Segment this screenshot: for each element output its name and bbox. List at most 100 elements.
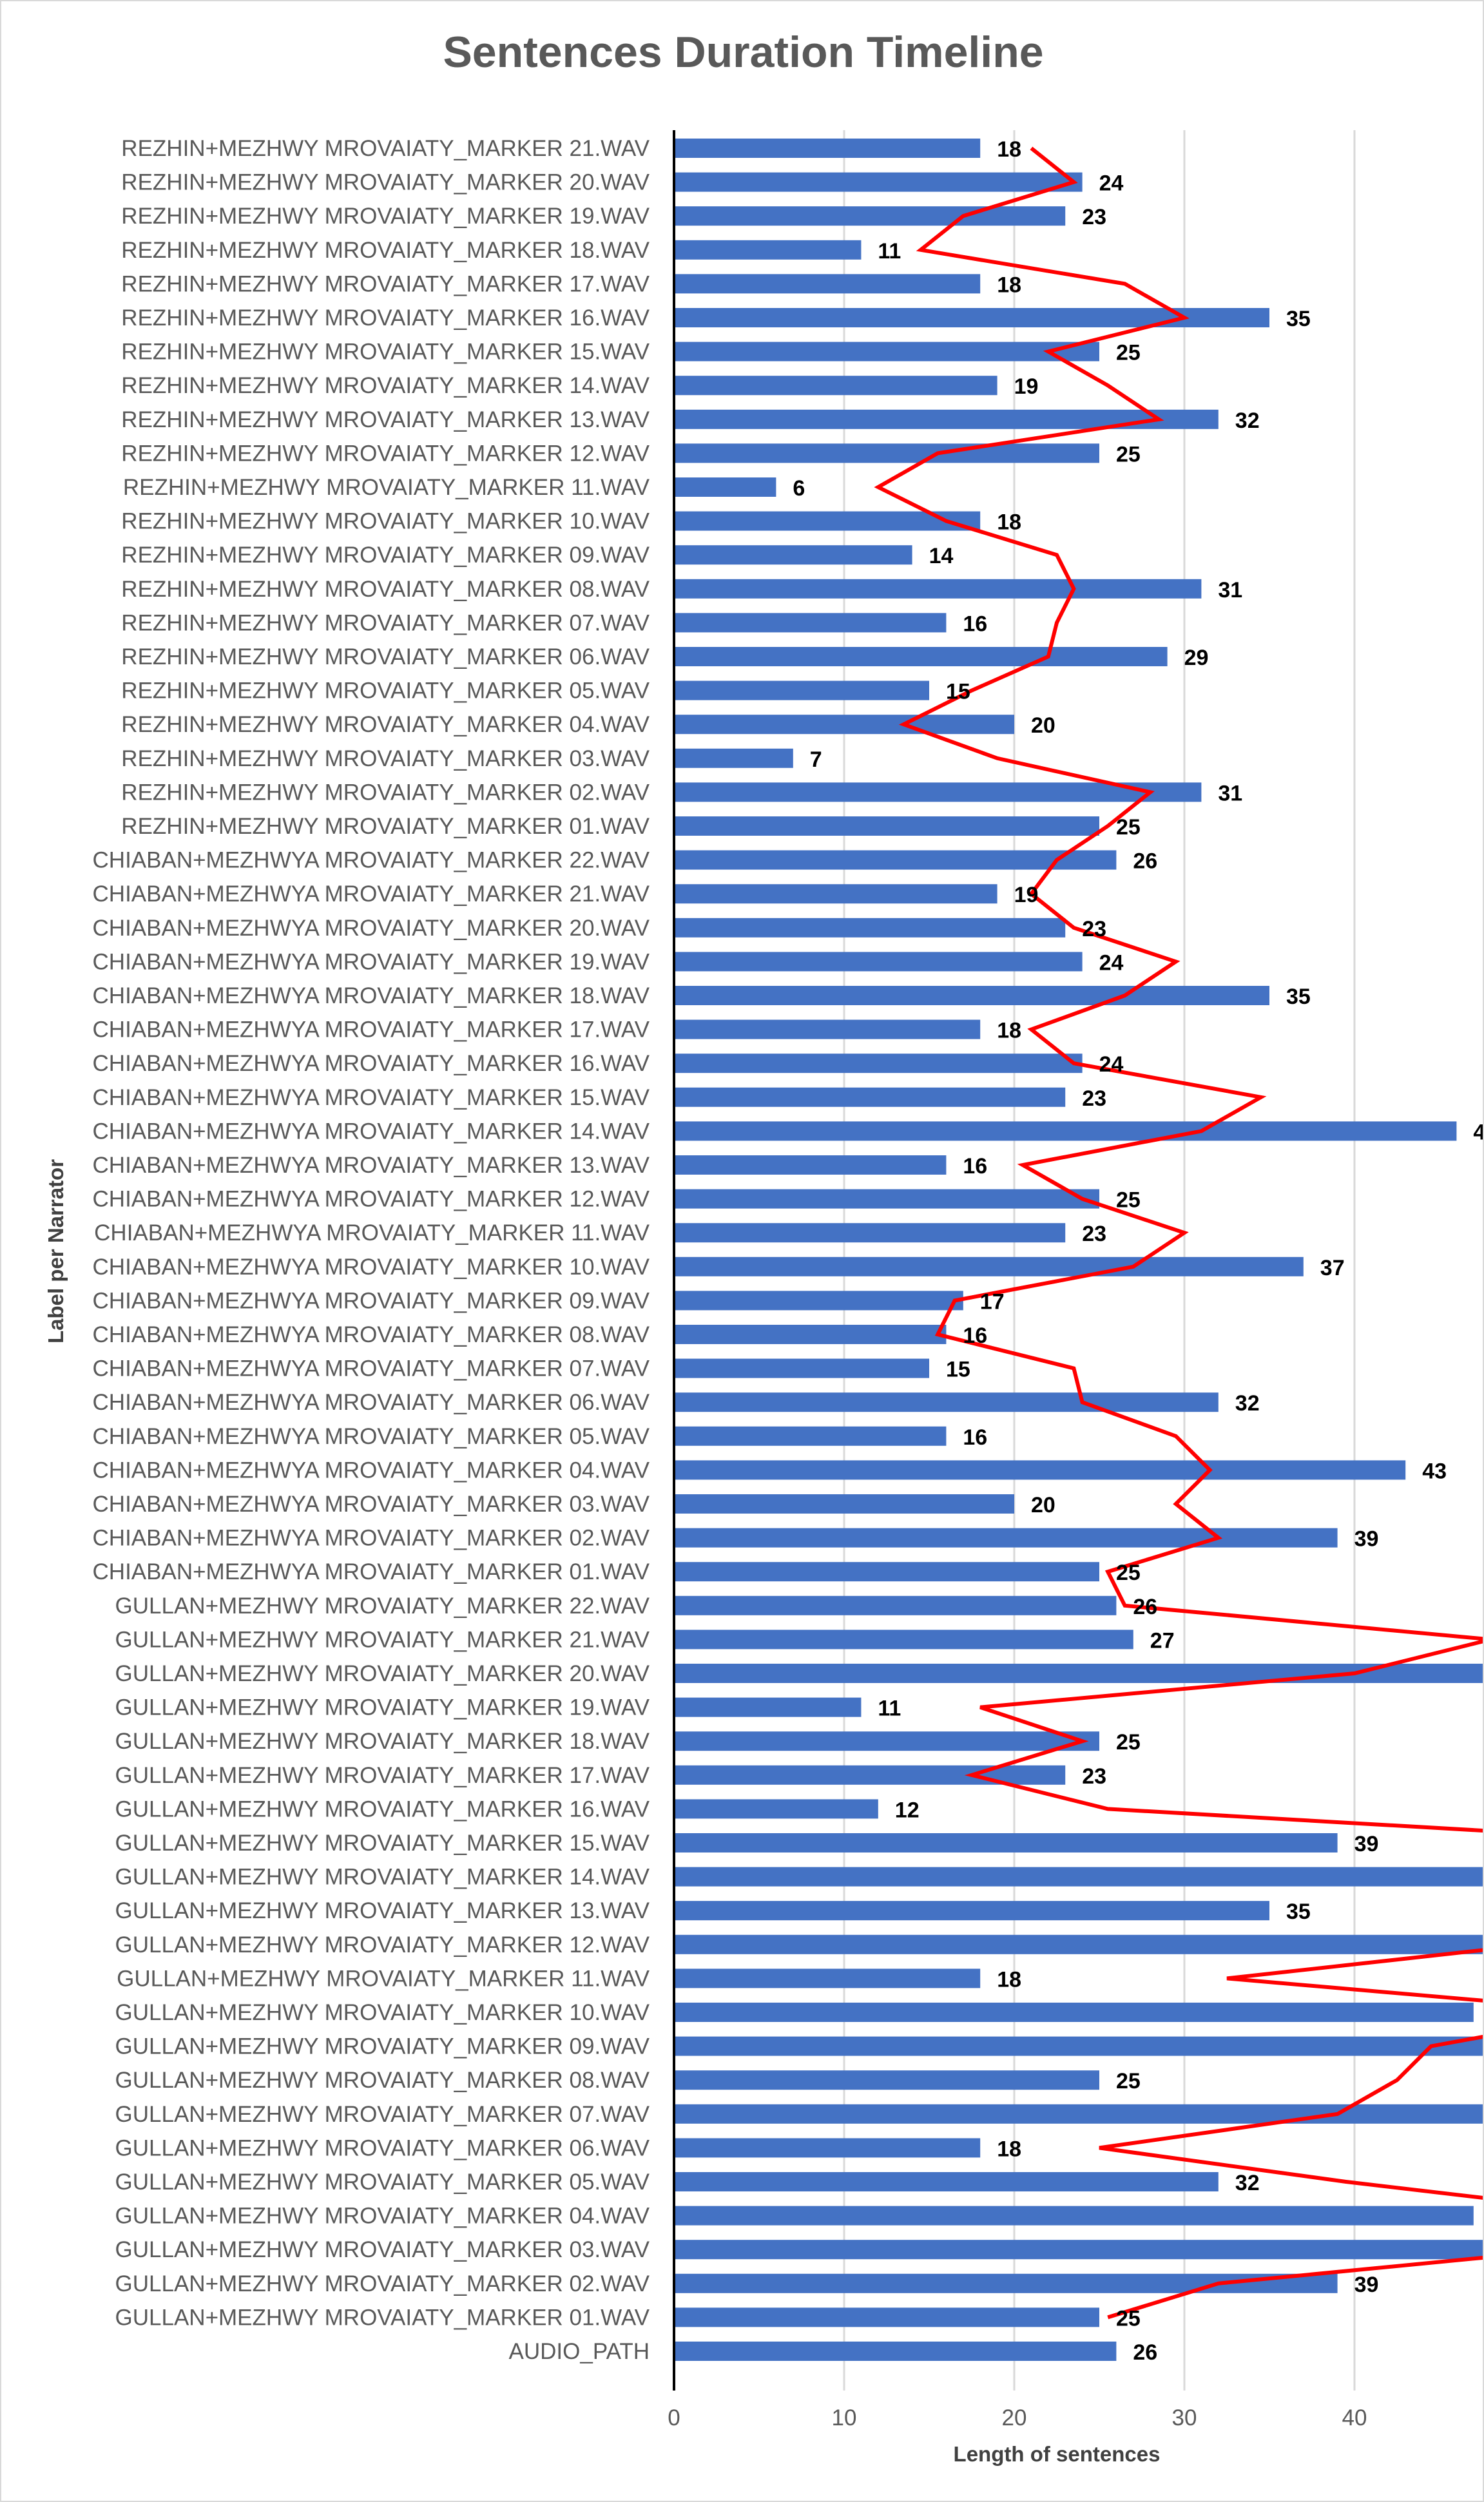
- data-label: 18: [997, 510, 1021, 535]
- data-label: 29: [1184, 646, 1209, 670]
- data-label: 39: [1354, 2273, 1379, 2297]
- category-label: REZHIN+MEZHWY MROVAIATY_MARKER 12.WAV: [121, 441, 650, 466]
- category-label: REZHIN+MEZHWY MROVAIATY_MARKER 15.WAV: [121, 340, 650, 365]
- data-labels: 18 24 23 11 18 35 25 19 32 25 6 18 14 31 16 29 15 20 7 31 25…: [793, 137, 1483, 2365]
- data-label: 20: [1031, 1493, 1055, 1517]
- category-label: GULLAN+MEZHWY MROVAIATY_MARKER 16.WAV: [115, 1796, 650, 1822]
- bar: [674, 1731, 1099, 1751]
- bar: [674, 952, 1083, 972]
- data-label: 26: [1133, 2340, 1157, 2365]
- category-label: GULLAN+MEZHWY MROVAIATY_MARKER 08.WAV: [115, 2068, 650, 2093]
- category-label: GULLAN+MEZHWY MROVAIATY_MARKER 17.WAV: [115, 1763, 650, 1788]
- bar: [674, 2307, 1099, 2327]
- bar: [674, 1019, 981, 1039]
- category-label: CHIABAN+MEZHWYA MROVAIATY_MARKER 09.WAV: [93, 1288, 650, 1313]
- bar: [674, 1867, 1483, 1887]
- category-label: CHIABAN+MEZHWYA MROVAIATY_MARKER 08.WAV: [93, 1322, 650, 1347]
- data-label: 12: [895, 1798, 920, 1822]
- bar: [674, 1968, 981, 1988]
- category-label: GULLAN+MEZHWY MROVAIATY_MARKER 05.WAV: [115, 2170, 650, 2195]
- data-label: 20: [1031, 713, 1055, 738]
- category-label: GULLAN+MEZHWY MROVAIATY_MARKER 15.WAV: [115, 1831, 650, 1856]
- bar: [674, 342, 1099, 361]
- bar: [674, 1223, 1066, 1243]
- data-label: 25: [1116, 1730, 1141, 1755]
- category-label: CHIABAN+MEZHWYA MROVAIATY_MARKER 11.WAV: [94, 1220, 650, 1246]
- bar: [674, 1054, 1083, 1073]
- data-label: 35: [1286, 1900, 1311, 1924]
- bar: [674, 1460, 1406, 1480]
- category-label: GULLAN+MEZHWY MROVAIATY_MARKER 03.WAV: [115, 2237, 650, 2262]
- category-label: GULLAN+MEZHWY MROVAIATY_MARKER 22.WAV: [115, 1593, 650, 1619]
- x-tick-label: 10: [832, 2405, 857, 2430]
- data-label: 25: [1116, 2306, 1141, 2331]
- category-label: GULLAN+MEZHWY MROVAIATY_MARKER 12.WAV: [115, 1932, 650, 1958]
- bar: [674, 1325, 947, 1344]
- bar: [674, 172, 1083, 192]
- bar: [674, 1799, 878, 1819]
- category-label: CHIABAN+MEZHWYA MROVAIATY_MARKER 21.WAV: [93, 881, 650, 907]
- data-label: 43: [1422, 1459, 1447, 1483]
- data-label: 31: [1218, 578, 1242, 602]
- data-label: 25: [1116, 815, 1141, 840]
- bar: [674, 613, 947, 633]
- data-label: 32: [1235, 1391, 1260, 1416]
- data-label: 15: [946, 680, 970, 704]
- trendline: [874, 146, 1483, 2320]
- category-label: REZHIN+MEZHWY MROVAIATY_MARKER 21.WAV: [121, 136, 650, 161]
- bar: [674, 2036, 1483, 2056]
- category-label: REZHIN+MEZHWY MROVAIATY_MARKER 18.WAV: [121, 238, 650, 263]
- data-label: 23: [1082, 205, 1106, 229]
- category-label: REZHIN+MEZHWY MROVAIATY_MARKER 17.WAV: [121, 271, 650, 296]
- bar: [674, 376, 997, 396]
- category-label: REZHIN+MEZHWY MROVAIATY_MARKER 08.WAV: [121, 577, 650, 602]
- data-label: 46: [1473, 1120, 1483, 1144]
- data-label: 23: [1082, 917, 1106, 941]
- category-label: REZHIN+MEZHWY MROVAIATY_MARKER 07.WAV: [121, 610, 650, 635]
- category-label: REZHIN+MEZHWY MROVAIATY_MARKER 05.WAV: [121, 678, 650, 704]
- category-label: REZHIN+MEZHWY MROVAIATY_MARKER 13.WAV: [121, 407, 650, 432]
- bar: [674, 1189, 1099, 1209]
- data-label: 7: [810, 747, 822, 772]
- data-label: 24: [1099, 171, 1124, 196]
- category-label: GULLAN+MEZHWY MROVAIATY_MARKER 06.WAV: [115, 2135, 650, 2160]
- data-label: 11: [878, 239, 901, 264]
- category-label: CHIABAN+MEZHWYA MROVAIATY_MARKER 22.WAV: [93, 848, 650, 873]
- bar: [674, 1833, 1338, 1852]
- bar: [674, 748, 793, 768]
- x-axis-title: Length of sentences: [954, 2442, 1161, 2466]
- data-label: 18: [997, 1967, 1021, 1992]
- data-label: 24: [1099, 950, 1124, 975]
- data-label: 23: [1082, 1222, 1106, 1246]
- category-label: CHIABAN+MEZHWYA MROVAIATY_MARKER 15.WAV: [93, 1085, 650, 1110]
- category-label: CHIABAN+MEZHWYA MROVAIATY_MARKER 10.WAV: [93, 1255, 650, 1280]
- category-label: CHIABAN+MEZHWYA MROVAIATY_MARKER 19.WAV: [93, 949, 650, 974]
- data-label: 31: [1218, 781, 1242, 805]
- category-label: REZHIN+MEZHWY MROVAIATY_MARKER 03.WAV: [121, 746, 650, 771]
- bar: [674, 918, 1066, 938]
- bar: [674, 884, 997, 904]
- category-label: REZHIN+MEZHWY MROVAIATY_MARKER 06.WAV: [121, 644, 650, 669]
- category-label: REZHIN+MEZHWY MROVAIATY_MARKER 16.WAV: [121, 305, 650, 331]
- category-label: CHIABAN+MEZHWYA MROVAIATY_MARKER 01.WAV: [93, 1559, 650, 1584]
- chart-title: Sentences Duration Timeline: [443, 28, 1044, 77]
- bar: [674, 409, 1219, 429]
- category-label: CHIABAN+MEZHWYA MROVAIATY_MARKER 05.WAV: [93, 1424, 650, 1449]
- category-label: CHIABAN+MEZHWYA MROVAIATY_MARKER 06.WAV: [93, 1390, 650, 1415]
- bar: [674, 240, 862, 260]
- category-label: CHIABAN+MEZHWYA MROVAIATY_MARKER 12.WAV: [93, 1187, 650, 1212]
- bar: [674, 2206, 1474, 2226]
- bar: [674, 1630, 1133, 1650]
- data-label: 26: [1133, 1595, 1157, 1619]
- bar: [674, 986, 1269, 1005]
- category-label: CHIABAN+MEZHWYA MROVAIATY_MARKER 13.WAV: [93, 1153, 650, 1178]
- category-label: GULLAN+MEZHWY MROVAIATY_MARKER 18.WAV: [115, 1729, 650, 1754]
- data-label: 19: [1014, 374, 1039, 399]
- category-label: GULLAN+MEZHWY MROVAIATY_MARKER 09.WAV: [115, 2034, 650, 2059]
- bar: [674, 1121, 1457, 1141]
- bar: [674, 139, 981, 158]
- data-label: 18: [997, 137, 1021, 162]
- bar: [674, 1901, 1269, 1921]
